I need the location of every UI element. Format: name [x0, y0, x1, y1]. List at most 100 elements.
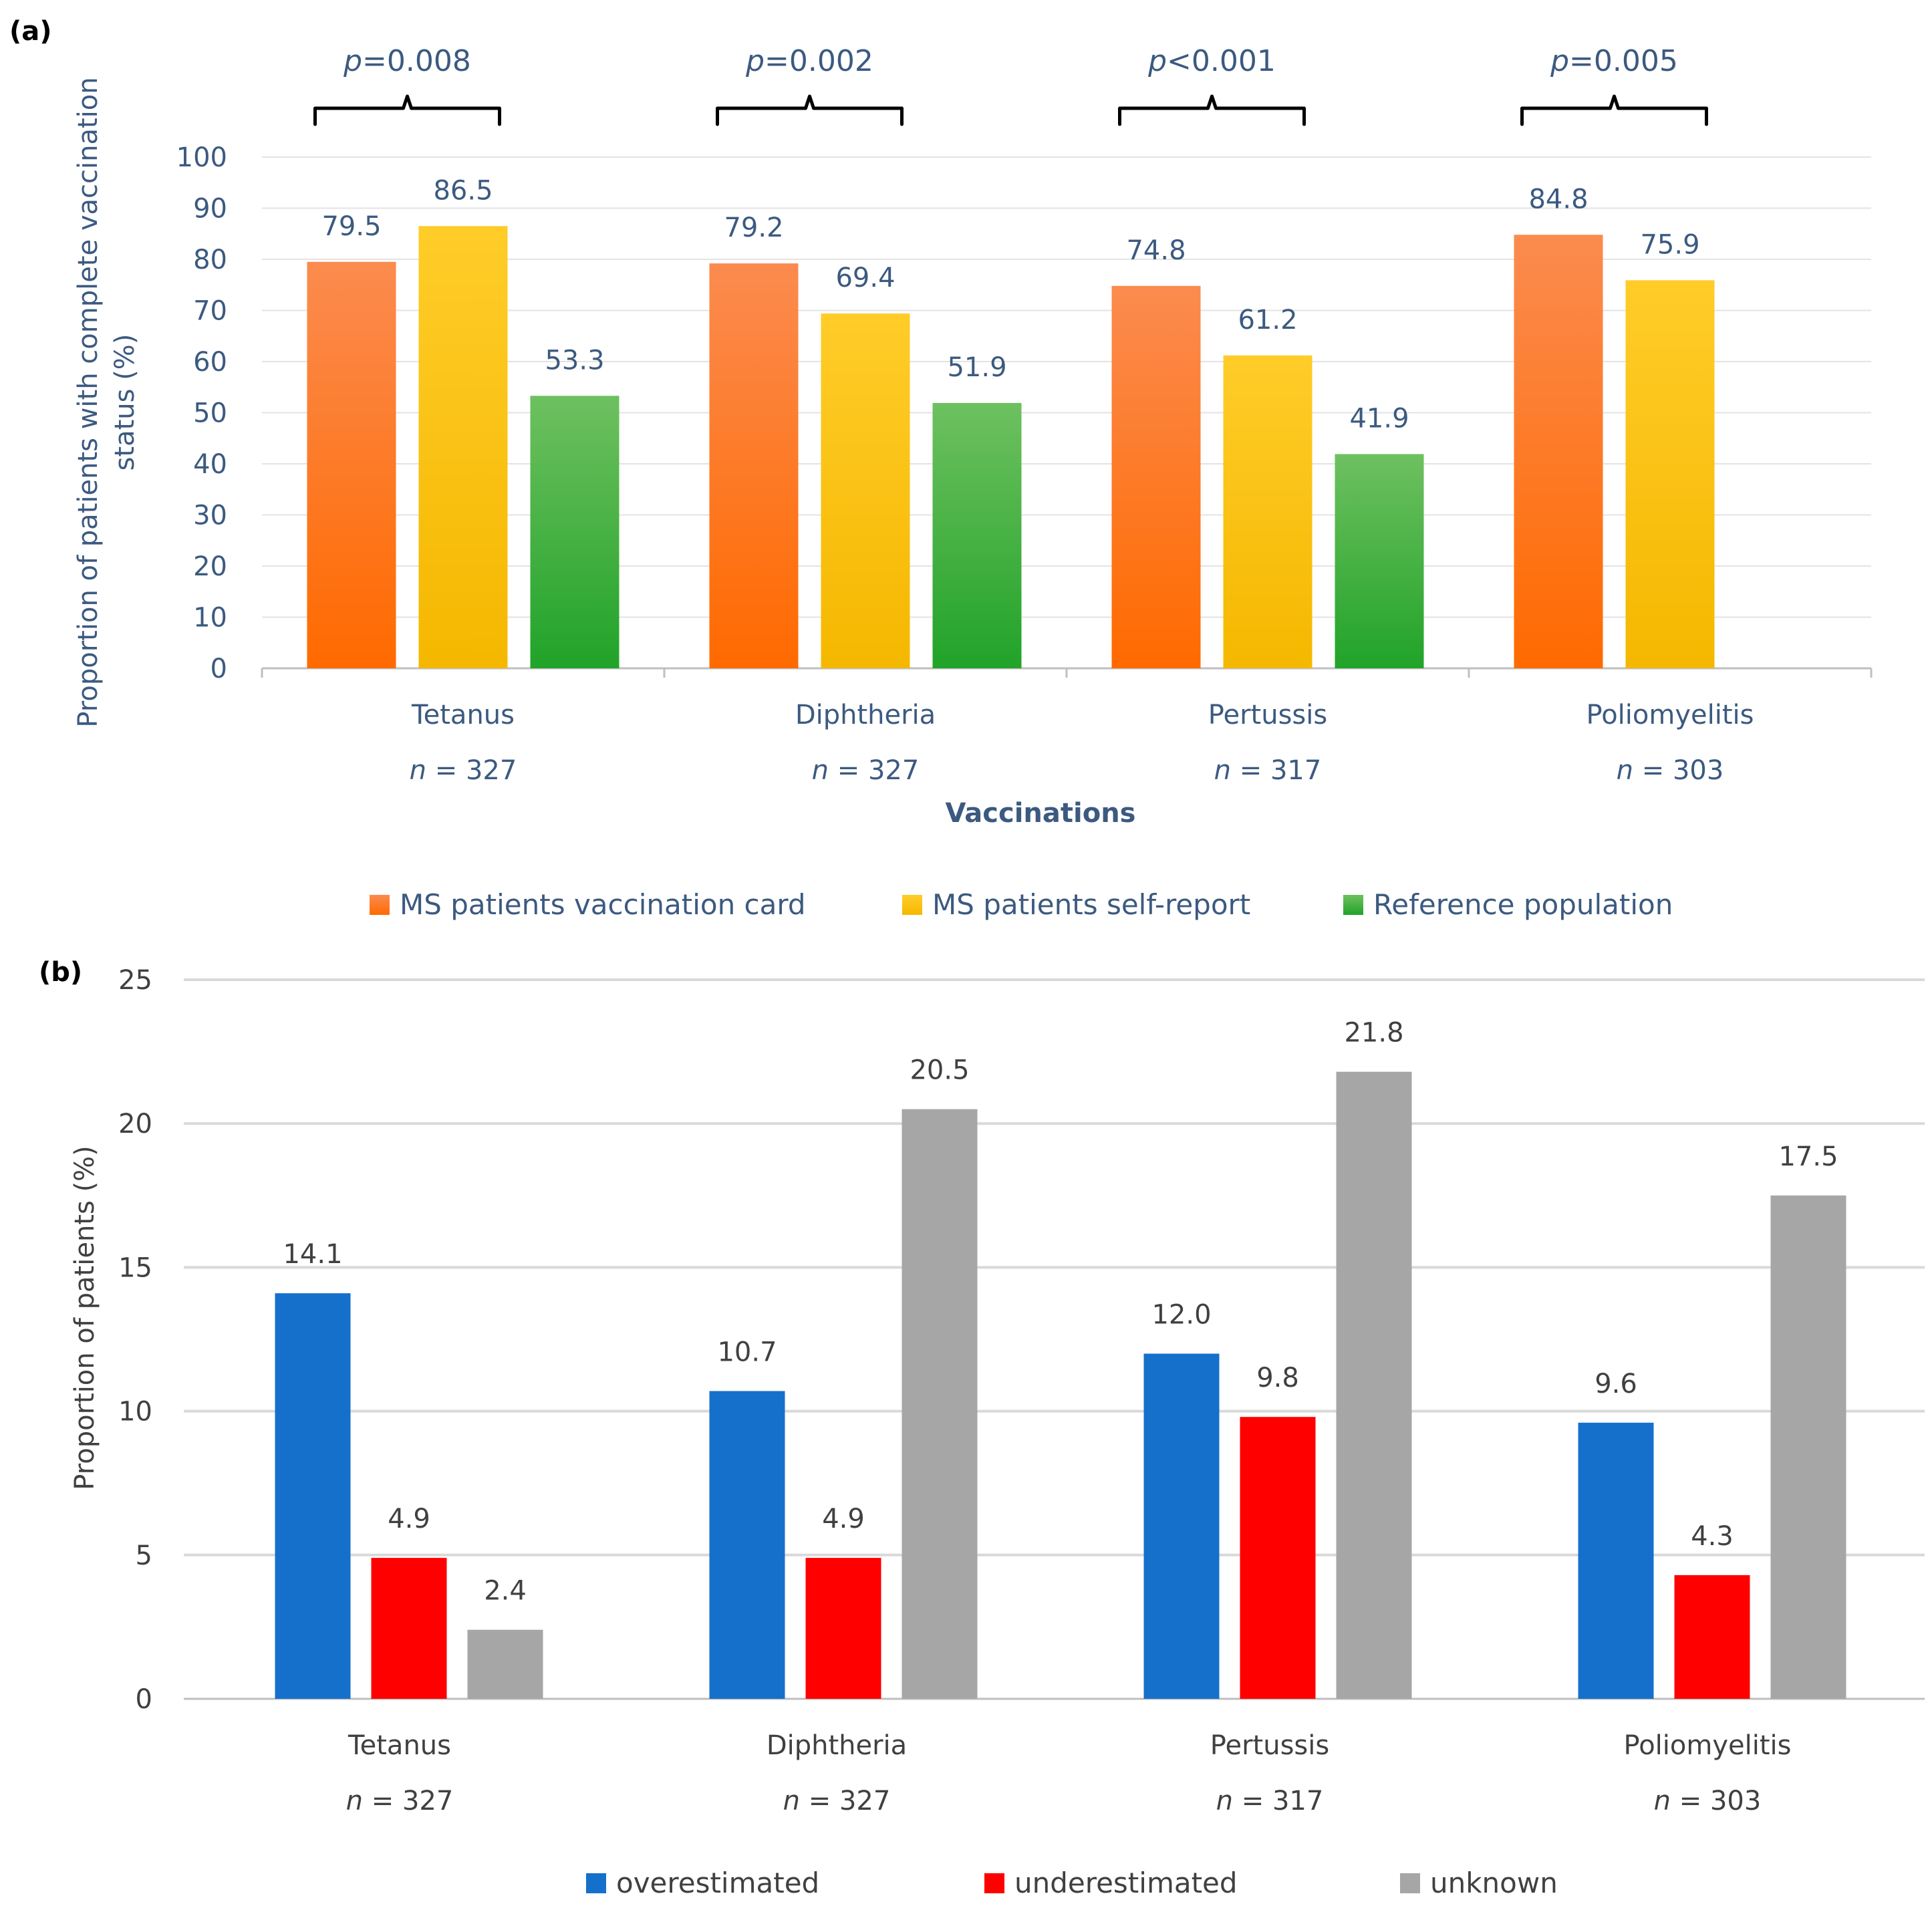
panel-a-ytick-label: 50 — [193, 398, 227, 429]
panel-a-n-label: n = 327 — [812, 755, 920, 786]
panel-a-ytick-label: 90 — [193, 194, 227, 225]
panel-a-bar — [709, 263, 799, 668]
panel-a-category-label: Pertussis — [1208, 700, 1327, 730]
panel-a-ytick-label: 10 — [193, 603, 227, 634]
panel-b-legend-label: unknown — [1430, 1867, 1558, 1899]
panel-a-category-label: Diphtheria — [795, 700, 936, 730]
panel-a-bar — [307, 261, 396, 668]
panel-b-bar — [1770, 1195, 1846, 1699]
panel-b-bar — [902, 1109, 978, 1699]
panel-a-ytick-label: 0 — [211, 654, 227, 684]
panel-a-data-label: 51.9 — [947, 352, 1006, 383]
panel-b-legend-swatch — [1400, 1873, 1420, 1893]
panel-a-bar — [1625, 280, 1715, 668]
panel-b-bar — [709, 1391, 785, 1699]
panel-a-bar — [1111, 285, 1201, 668]
panel-b-legend-label: overestimated — [616, 1867, 819, 1899]
panel-b-ylabel: Proportion of patients (%) — [70, 1145, 100, 1490]
panel-a-ytick-label: 30 — [193, 501, 227, 531]
panel-a-ylabel-line2: status (%) — [110, 334, 140, 471]
panel-a-legend-label: Reference population — [1373, 888, 1673, 921]
panel-b-data-label: 20.5 — [910, 1055, 969, 1086]
panel-b-bar — [1240, 1417, 1316, 1699]
panel-b-data-label: 2.4 — [484, 1576, 527, 1607]
panel-a-bar — [821, 313, 910, 669]
panel-b-ytick-label: 20 — [118, 1109, 152, 1139]
panel-a-p-bracket — [1520, 94, 1708, 126]
panel-b-bar — [1336, 1071, 1412, 1699]
panel-a-p-bracket — [1118, 94, 1306, 126]
panel-a-ytick-label: 80 — [193, 245, 227, 275]
panel-a-ytick-label: 20 — [193, 551, 227, 582]
panel-a-data-label: 79.2 — [724, 213, 783, 243]
panel-a-legend-swatch — [902, 895, 922, 915]
panel-b-legend-swatch — [984, 1873, 1004, 1893]
panel-a-n-label: n = 327 — [410, 755, 517, 786]
panel-b-bar — [805, 1558, 881, 1699]
panel-b-n-label: n = 327 — [783, 1786, 891, 1816]
panel-a-legend-swatch — [1343, 895, 1363, 915]
panel-a-data-label: 86.5 — [433, 175, 493, 206]
panel-b-legend-swatch — [586, 1873, 606, 1893]
panel-b-data-label: 9.6 — [1595, 1369, 1637, 1399]
panel-a-bar — [932, 402, 1022, 668]
panel-a-p-value: p=0.002 — [745, 44, 873, 78]
panel-a-bar — [1335, 454, 1424, 668]
panel-b-category-label: Poliomyelitis — [1624, 1730, 1792, 1761]
panel-b-ytick-label: 5 — [136, 1540, 152, 1571]
panel-a-legend-label: MS patients self-report — [932, 888, 1250, 921]
panel-a-data-label: 69.4 — [835, 263, 895, 293]
panel-b-ytick-label: 15 — [118, 1252, 152, 1283]
panel-a-ytick-label: 40 — [193, 449, 227, 480]
panel-b-category-label: Tetanus — [348, 1730, 451, 1761]
panel-a-p-value: p=0.005 — [1550, 44, 1678, 78]
panel-a-ytick-label: 60 — [193, 347, 227, 378]
panel-b-n-label: n = 327 — [346, 1786, 454, 1816]
panel-b-data-label: 17.5 — [1778, 1141, 1838, 1172]
panel-a: (a) 0 10 20 30 40 50 60 70 80 90 100 79.5 86.5 53.3 7… — [9, 16, 1873, 921]
panel-b-data-label: 9.8 — [1256, 1363, 1299, 1393]
panel-b-n-label: n = 303 — [1654, 1786, 1762, 1816]
panel-b-category-label: Pertussis — [1210, 1730, 1329, 1761]
panel-b-data-label: 12.0 — [1151, 1300, 1211, 1331]
panel-a-ytick-label: 70 — [193, 296, 227, 327]
panel-b-bar — [275, 1293, 351, 1699]
panel-b-bar — [1578, 1422, 1654, 1699]
panel-a-p-bracket — [716, 94, 904, 126]
panel-a-bar — [418, 226, 508, 668]
panel-b-data-label: 21.8 — [1344, 1018, 1403, 1049]
panel-a-bar — [1514, 235, 1603, 668]
panel-b-n-label: n = 317 — [1216, 1786, 1324, 1816]
panel-a-legend-label: MS patients vaccination card — [400, 888, 806, 921]
panel-b-ytick-label: 10 — [118, 1397, 152, 1427]
panel-a-p-bracket — [313, 94, 501, 126]
panel-a-n-label: n = 317 — [1214, 755, 1322, 786]
panel-a-data-label: 84.8 — [1528, 184, 1588, 215]
panel-a-data-label: 74.8 — [1126, 235, 1186, 266]
panel-b-bar — [1674, 1575, 1750, 1699]
panel-a-data-label: 41.9 — [1349, 403, 1409, 434]
panel-a-p-value: p<0.001 — [1147, 44, 1276, 78]
panel-a-bar — [1223, 355, 1313, 668]
panel-a-data-label: 79.5 — [321, 211, 381, 242]
panel-b-legend-label: underestimated — [1014, 1867, 1238, 1899]
panel-b-data-label: 14.1 — [283, 1239, 342, 1270]
panel-a-bar — [530, 396, 619, 668]
panel-a-n-label: n = 303 — [1617, 755, 1724, 786]
panel-a-legend-swatch — [370, 895, 390, 915]
panel-b-category-label: Diphtheria — [767, 1730, 907, 1761]
panel-b-bar — [467, 1629, 543, 1699]
panel-b: (b) 0 5 10 15 20 25 14.1 4.9 2.4 10.7 4.9 20.5 12.0… — [39, 957, 1925, 1899]
panel-b-ytick-label: 25 — [118, 965, 152, 996]
panel-a-data-label: 61.2 — [1238, 305, 1297, 335]
panel-a-ylabel-line1: Proportion of patients with complete vac… — [73, 77, 104, 727]
panel-a-category-label: Poliomyelitis — [1586, 700, 1754, 730]
panel-a-ytick-label: 100 — [176, 142, 227, 173]
panel-b-ytick-label: 0 — [136, 1684, 152, 1715]
panel-b-bar — [1143, 1353, 1220, 1699]
panel-a-label: (a) — [9, 16, 52, 47]
panel-b-data-label: 4.9 — [822, 1504, 865, 1534]
panel-b-bar — [371, 1558, 447, 1699]
panel-b-data-label: 4.9 — [388, 1504, 430, 1534]
